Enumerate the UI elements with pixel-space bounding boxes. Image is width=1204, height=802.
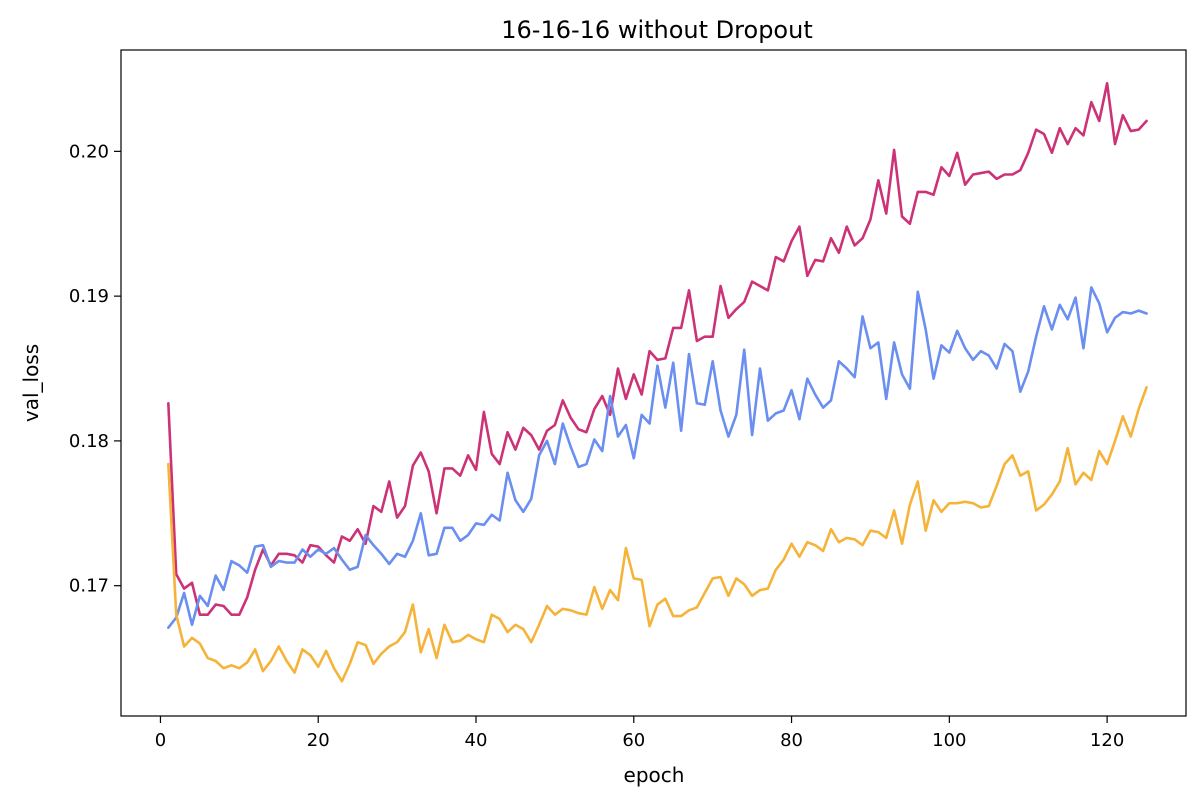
y-tick-label: 0.17 <box>69 576 109 597</box>
y-axis-label: val_loss <box>19 344 43 422</box>
x-tick-label: 120 <box>1090 730 1124 751</box>
y-tick-label: 0.19 <box>69 286 109 307</box>
axes-frame <box>120 49 1187 717</box>
plot-area <box>167 82 1148 683</box>
x-axis-label: epoch <box>624 763 685 787</box>
y-axis-ticks: 0.17 0.18 0.19 0.20 <box>69 141 121 597</box>
chart-title: 16-16-16 without Dropout <box>501 16 812 44</box>
x-tick-label: 100 <box>932 730 966 751</box>
x-tick-label: 80 <box>780 730 803 751</box>
series-line-1 <box>167 82 1148 616</box>
y-tick-label: 0.20 <box>69 141 109 162</box>
series-line-3 <box>167 386 1148 683</box>
x-tick-label: 40 <box>465 730 488 751</box>
x-tick-label: 60 <box>622 730 645 751</box>
series-line-2 <box>167 286 1148 629</box>
x-tick-label: 0 <box>155 730 166 751</box>
y-tick-label: 0.18 <box>69 431 109 452</box>
x-axis-ticks: 0 20 40 60 80 100 120 <box>155 716 1124 751</box>
x-tick-label: 20 <box>307 730 330 751</box>
